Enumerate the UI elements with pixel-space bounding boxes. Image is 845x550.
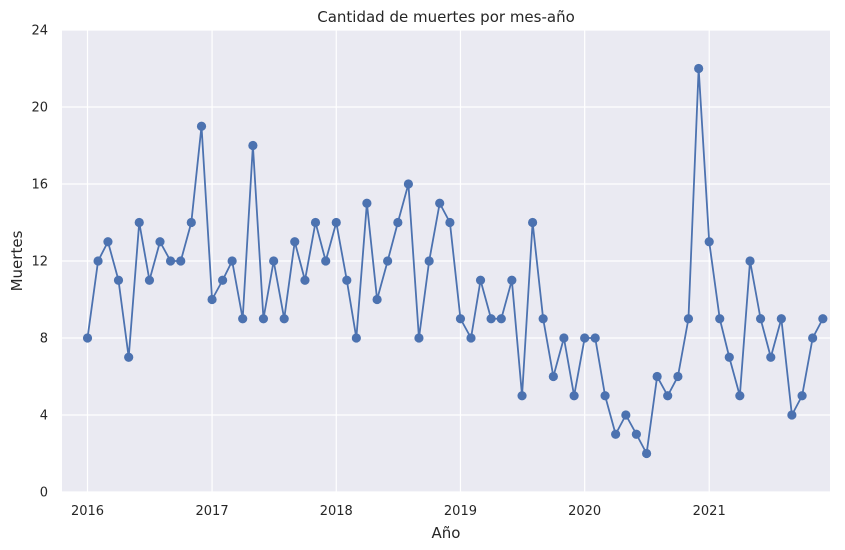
data-point	[745, 256, 755, 266]
data-point	[663, 391, 673, 401]
data-point	[186, 217, 196, 228]
data-point	[165, 256, 176, 266]
data-point	[704, 237, 714, 247]
data-point	[218, 275, 228, 285]
x-axis-label: Año	[432, 524, 461, 542]
data-point	[414, 333, 424, 343]
data-point	[207, 294, 217, 305]
data-point	[466, 333, 476, 343]
data-point	[486, 314, 496, 324]
y-tick-label: 24	[31, 24, 48, 39]
data-point	[683, 314, 694, 324]
data-point	[238, 314, 248, 324]
y-tick-label: 0	[40, 486, 48, 501]
x-tick-label: 2019	[444, 504, 477, 519]
data-point	[818, 314, 828, 324]
data-point	[351, 333, 361, 343]
x-tick-label: 2016	[71, 504, 104, 519]
data-point	[300, 275, 310, 285]
data-point	[176, 256, 186, 266]
series-line	[86, 67, 824, 455]
data-point	[496, 314, 506, 324]
x-tick-label: 2021	[693, 504, 726, 519]
data-point	[694, 63, 704, 74]
data-point	[580, 333, 590, 343]
data-point	[787, 410, 797, 420]
chart-title: Cantidad de muertes por mes-año	[317, 8, 575, 26]
x-tick-label: 2017	[196, 504, 229, 519]
data-point	[808, 333, 818, 343]
y-axis-label: Muertes	[8, 230, 26, 291]
data-point	[342, 275, 352, 285]
x-axis-ticks: 2016 2017 2018 2019 2020 2021	[71, 504, 726, 519]
data-point	[559, 333, 569, 343]
data-point	[455, 314, 466, 324]
data-point	[269, 256, 279, 266]
data-point	[103, 237, 113, 247]
data-point	[528, 217, 538, 228]
y-tick-label: 12	[31, 255, 48, 270]
data-point	[155, 237, 165, 247]
data-point	[93, 256, 103, 266]
data-points	[82, 63, 828, 459]
data-point	[310, 217, 321, 228]
data-point	[424, 256, 434, 266]
data-point	[383, 256, 393, 266]
data-point	[590, 333, 600, 343]
data-point	[331, 217, 341, 228]
data-point	[600, 391, 610, 401]
data-point	[641, 448, 652, 459]
data-point	[569, 391, 579, 401]
data-point	[445, 217, 455, 228]
data-point	[321, 256, 331, 266]
data-point	[134, 217, 144, 228]
x-tick-label: 2020	[568, 504, 601, 519]
data-point	[548, 371, 558, 382]
data-point	[113, 275, 124, 285]
data-point	[673, 371, 683, 382]
data-point	[475, 275, 486, 285]
data-point	[124, 352, 134, 362]
data-point	[715, 314, 725, 324]
data-point	[290, 237, 300, 247]
y-tick-label: 4	[40, 409, 48, 424]
data-point	[393, 217, 403, 228]
data-point	[144, 275, 155, 285]
data-point	[517, 391, 527, 401]
data-point	[227, 256, 237, 266]
data-point	[755, 314, 766, 324]
y-tick-label: 16	[31, 178, 48, 193]
data-point	[507, 275, 517, 285]
data-point	[258, 314, 269, 324]
data-point	[621, 410, 631, 420]
data-point	[196, 121, 207, 131]
grid	[62, 29, 830, 493]
data-point	[372, 294, 382, 305]
data-point	[362, 198, 372, 208]
y-tick-label: 8	[40, 332, 48, 347]
data-point	[403, 179, 413, 189]
y-axis-ticks: 0 4 8 12 16 20 24	[31, 24, 48, 501]
data-point	[611, 429, 621, 439]
data-point	[248, 140, 258, 151]
data-point	[652, 371, 662, 382]
data-point	[538, 314, 548, 324]
data-point	[776, 314, 786, 324]
data-point	[735, 391, 745, 401]
x-tick-label: 2018	[320, 504, 353, 519]
data-point	[797, 391, 807, 401]
data-point	[82, 333, 93, 343]
data-point	[724, 352, 734, 362]
data-point	[435, 198, 445, 208]
data-point	[279, 314, 289, 324]
data-point	[631, 429, 641, 439]
data-point	[766, 352, 776, 362]
y-tick-label: 20	[31, 101, 48, 116]
